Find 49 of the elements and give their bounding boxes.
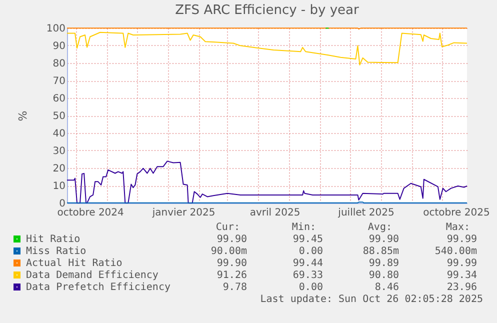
text: 90.00m <box>210 246 247 257</box>
x-tick-label: juillet 2025 <box>337 208 394 218</box>
x-tick-label: octobre 2025 <box>423 208 490 218</box>
chart-title: ZFS ARC Efficiency - by year <box>175 3 360 18</box>
text: Min: <box>292 222 316 233</box>
text: 69.33 <box>292 270 323 281</box>
legend-label: Hit Ratio <box>26 234 80 245</box>
text: Cur: <box>216 222 240 233</box>
text: 99.90 <box>216 234 247 245</box>
text: 0.00 <box>298 246 323 257</box>
text: Last update: Sun Oct 26 02:05:28 2025 <box>260 294 483 305</box>
text: 91.26 <box>216 270 247 281</box>
text: 99.99 <box>446 234 477 245</box>
text: 99.34 <box>446 270 477 281</box>
text: 90.80 <box>368 270 399 281</box>
legend-label: Miss Ratio <box>26 246 86 257</box>
text: 99.90 <box>216 258 247 269</box>
text: Avg: <box>368 222 392 233</box>
text: Max: <box>446 222 470 233</box>
x-tick-label: janvier 2025 <box>151 208 216 218</box>
y-tick-label: 10 <box>52 181 66 192</box>
text: 0.00 <box>298 282 323 293</box>
text: 9.78 <box>222 282 247 293</box>
text: 88.85m <box>362 246 399 257</box>
y-tick-label: 80 <box>52 58 66 70</box>
y-tick-label: 20 <box>52 164 66 174</box>
y-tick-label: 90 <box>52 41 66 52</box>
text: 8.46 <box>374 282 399 293</box>
text: 540.00m <box>434 246 477 257</box>
y-tick-label: 40 <box>52 128 66 140</box>
y-tick-label: 50 <box>52 111 66 122</box>
y-tick-label: 100 <box>46 24 66 34</box>
text: 99.45 <box>292 234 323 245</box>
legend-label: Data Demand Efficiency <box>26 270 158 281</box>
y-tick-label: 30 <box>52 146 66 157</box>
legend-label: Data Prefetch Efficiency <box>26 282 170 293</box>
text: 23.96 <box>446 282 477 293</box>
y-tick-label: 60 <box>52 94 66 104</box>
y-tick-label: 70 <box>52 76 66 87</box>
y-axis-title: % <box>16 110 30 122</box>
text: 99.90 <box>368 234 399 245</box>
x-tick-label: octobre 2024 <box>57 208 124 218</box>
text: 99.44 <box>292 258 323 269</box>
text: 99.89 <box>368 258 399 269</box>
y-tick-label: 0 <box>59 198 66 210</box>
text: 99.99 <box>446 258 477 269</box>
line-series <box>66 32 468 66</box>
x-tick-label: avril 2025 <box>250 208 300 218</box>
legend-label: Actual Hit Ratio <box>26 258 122 269</box>
